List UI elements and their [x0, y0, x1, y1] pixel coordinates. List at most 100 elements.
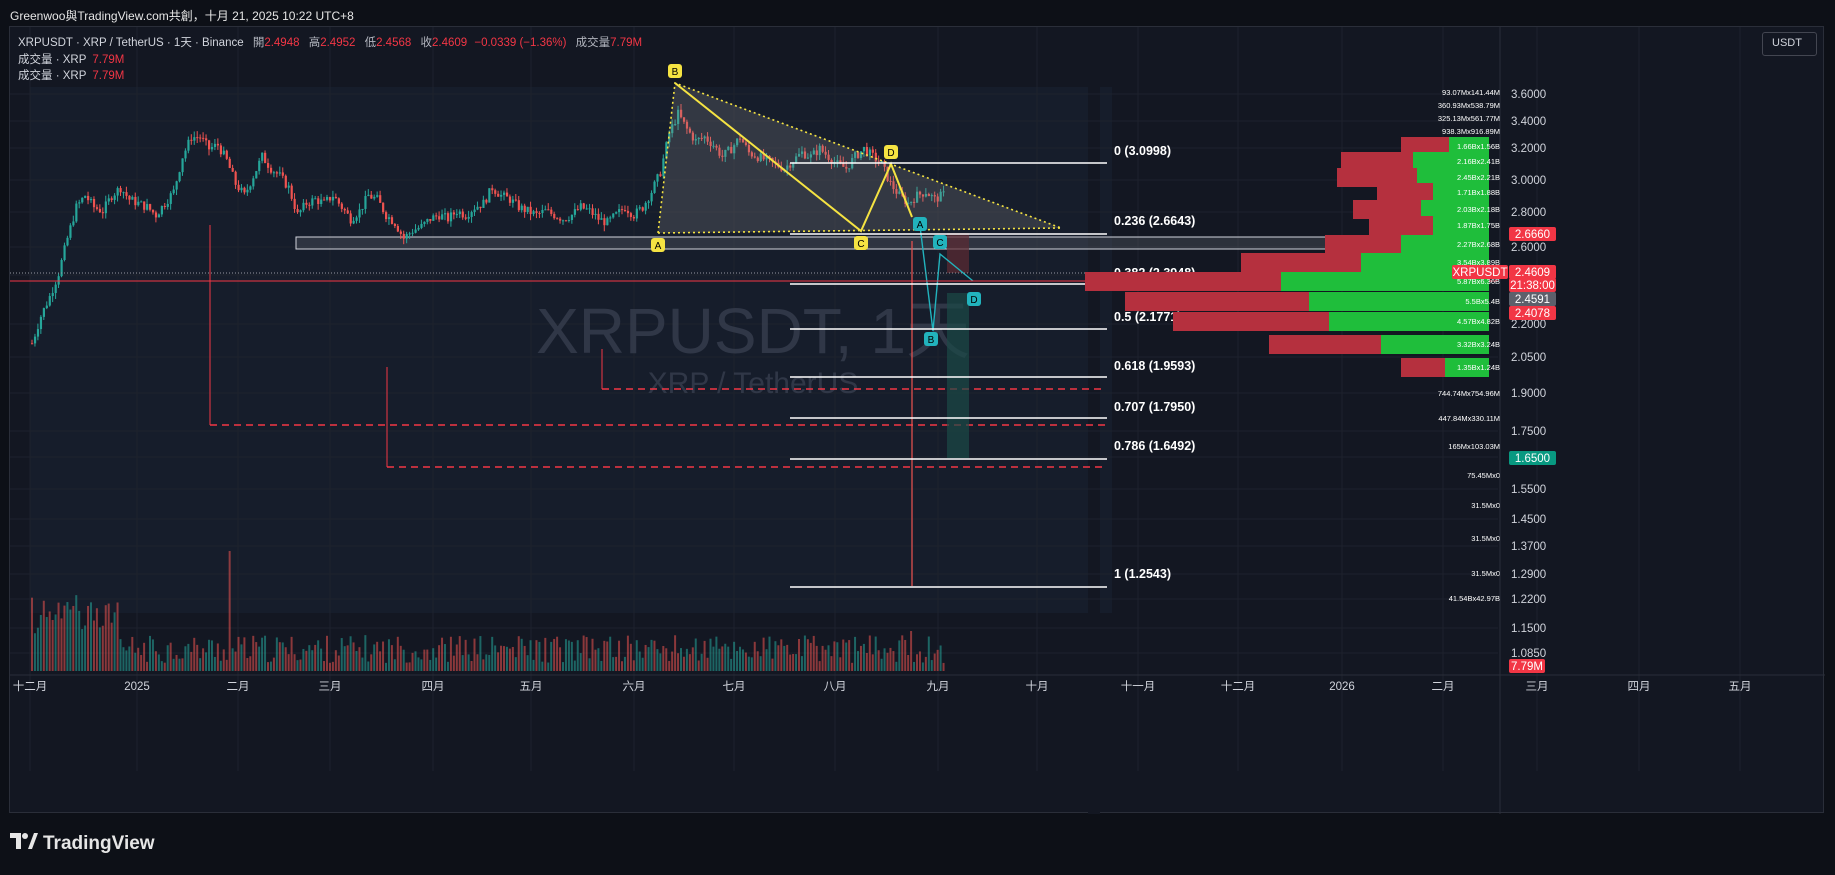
volume-bar: [146, 661, 149, 671]
candle-body: [907, 202, 910, 204]
volume-bar: [662, 645, 665, 671]
candle-body: [205, 138, 208, 141]
volume-bar: [497, 652, 500, 671]
candle-body: [84, 195, 87, 198]
candle-body: [320, 199, 323, 205]
candle-body: [730, 146, 733, 154]
legend-symbol[interactable]: XRPUSDT · XRP / TetherUS · 1天 · Binance: [18, 37, 244, 49]
teal-point-marker[interactable]: [913, 217, 927, 231]
volume-bar: [326, 635, 328, 671]
teal-point-label: D: [970, 295, 977, 306]
pattern-point-marker[interactable]: [651, 238, 665, 252]
volume-bar: [334, 650, 337, 671]
pattern-point-label: D: [887, 148, 894, 159]
candle-body: [355, 217, 358, 221]
candle-body: [682, 117, 686, 122]
candle-body: [151, 209, 155, 213]
volume-bar: [706, 657, 709, 671]
legend-volume-indicator-2[interactable]: 成交量 · XRP: [18, 70, 87, 82]
volume-bar: [635, 640, 638, 671]
teal-pattern[interactable]: A B C D: [913, 217, 981, 458]
pattern-point-label: A: [655, 241, 662, 252]
candle-body: [594, 213, 597, 215]
candle-body: [830, 159, 833, 164]
volume-bar: [31, 597, 33, 671]
fib-level-label: 0 (3.0998): [1114, 144, 1171, 158]
volume-bar: [45, 616, 48, 671]
volume-bar: [36, 627, 39, 671]
volume-bar: [60, 618, 63, 671]
volume-profile-label: 31.5Mx0: [1471, 534, 1500, 543]
candle-body: [293, 198, 296, 210]
support-zone[interactable]: [295, 236, 1367, 250]
teal-point-label: A: [917, 220, 924, 231]
price-tick-label: 2.0500: [1511, 352, 1546, 364]
legend-close-label: 收: [420, 37, 432, 49]
candle-body: [216, 143, 220, 146]
legend-high: 2.4952: [320, 37, 356, 49]
candle-body: [898, 191, 901, 194]
volume-bar: [851, 662, 854, 671]
candle-body: [240, 187, 243, 191]
volume-bar: [556, 636, 559, 671]
volume-bar: [455, 644, 458, 671]
candle-body: [420, 223, 423, 228]
time-tick-label: 二月: [1432, 681, 1455, 693]
volume-profile-buy: [1329, 312, 1489, 331]
candle-body: [485, 199, 488, 203]
volume-bar: [677, 653, 680, 671]
candle-body: [621, 209, 624, 211]
candle-body: [281, 172, 284, 176]
currency-button[interactable]: USDT: [1762, 32, 1817, 56]
volume-bar: [104, 605, 107, 671]
volume-bar: [420, 659, 423, 671]
teal-point-marker[interactable]: [933, 235, 947, 249]
time-axis[interactable]: 十二月 2025 二月 三月 四月 五月 六月 七月 八月 九月 十月 十一月 十二月 2026 二月 三月 四…: [10, 674, 1825, 693]
teal-abcd-leg[interactable]: [919, 225, 974, 332]
volume-bar: [618, 640, 621, 671]
volume-bar: [296, 660, 299, 671]
volume-bar: [243, 637, 246, 671]
candle-body: [517, 200, 520, 211]
pattern-point-marker[interactable]: [854, 236, 868, 250]
volume-bar: [632, 660, 635, 671]
candle-body: [765, 155, 768, 160]
volume-bar: [113, 612, 116, 671]
teal-point-label: C: [936, 238, 943, 249]
candle-body: [836, 160, 839, 162]
candle-body: [72, 221, 75, 226]
price-axis[interactable]: 3.60003.40003.20003.00002.80002.60002.40…: [1499, 27, 1546, 814]
volume-bar: [904, 639, 907, 671]
volume-profile-label: 93.07Mx141.44M: [1442, 88, 1500, 97]
teal-point-marker[interactable]: [924, 332, 938, 346]
volume-bar: [688, 654, 691, 671]
volume-bar: [107, 603, 110, 671]
volume-bar: [564, 639, 567, 671]
chart-panel[interactable]: XRPUSDT, 1天 XRP / TetherUS A B C D A B C D 0 (3.09…: [9, 26, 1825, 814]
candle-body: [736, 138, 739, 146]
volume-bar: [691, 647, 694, 671]
pattern-point-marker[interactable]: [668, 64, 682, 78]
volume-bar: [609, 636, 612, 671]
volume-bar: [92, 620, 95, 671]
legend-volume-indicator-1[interactable]: 成交量 · XRP: [18, 53, 87, 66]
volume-bar: [72, 605, 75, 671]
price-badge: [1509, 265, 1556, 279]
volume-bar: [446, 661, 449, 671]
teal-point-marker[interactable]: [967, 292, 981, 306]
abcd-leg[interactable]: [674, 82, 913, 233]
triangle-pattern[interactable]: A B C D: [651, 64, 1062, 252]
tradingview-logo[interactable]: TradingView: [10, 833, 155, 855]
volume-bar: [585, 637, 588, 671]
volume-profile-label: 1.35Bx1.24B: [1457, 363, 1500, 372]
volume-bar: [216, 643, 219, 671]
volume-bar: [588, 658, 591, 671]
volume-bar: [538, 641, 541, 671]
volume-bar: [51, 619, 54, 671]
candle-body: [798, 153, 801, 157]
pattern-point-marker[interactable]: [884, 145, 898, 159]
candle-body: [299, 210, 302, 213]
volume-bar: [727, 646, 730, 671]
volume-profile-sell: [1325, 235, 1401, 254]
